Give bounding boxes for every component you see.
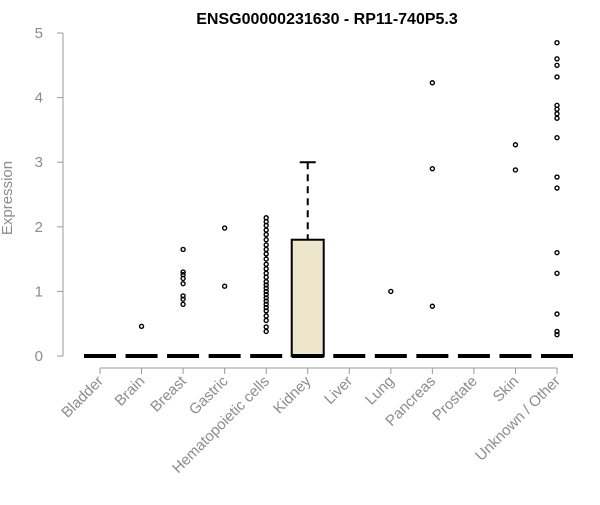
box-kidney <box>290 161 325 358</box>
outlier-point <box>263 251 269 257</box>
outlier-point <box>263 242 269 248</box>
outlier-point <box>263 256 269 262</box>
outlier-point <box>221 225 228 231</box>
outlier-point <box>554 249 560 256</box>
outlier-point <box>554 134 560 141</box>
outlier-point <box>554 74 560 80</box>
x-tick-label: Bladder <box>58 373 107 422</box>
outlier-point <box>263 285 269 291</box>
outlier-point <box>263 270 269 277</box>
chart-title: ENSG00000231630 - RP11-740P5.3 <box>196 11 458 28</box>
x-tick-label: Kidney <box>270 372 315 417</box>
x-tick-label: Liver <box>321 373 356 408</box>
outlier-point <box>263 282 269 288</box>
outlier-point <box>263 328 269 335</box>
y-tick-label: 4 <box>35 90 43 107</box>
outlier-point <box>263 308 269 314</box>
box-skin <box>499 142 532 358</box>
outlier-point <box>263 295 269 301</box>
outlier-point <box>388 288 394 295</box>
outlier-point <box>263 227 269 233</box>
boxes-layer <box>84 39 573 358</box>
outlier-point <box>554 331 560 338</box>
outlier-point <box>180 271 186 278</box>
outlier-point <box>263 298 269 304</box>
outlier-point <box>554 328 560 335</box>
outlier-point <box>554 62 560 69</box>
outlier-point <box>180 246 186 253</box>
box-breast <box>167 246 200 358</box>
outlier-point <box>512 167 519 173</box>
outlier-point <box>263 313 269 319</box>
y-axis-label: Expression <box>0 161 16 235</box>
outlier-point <box>263 261 269 267</box>
y-tick-label: 2 <box>35 219 43 236</box>
outlier-point <box>263 317 269 324</box>
outlier-point <box>180 301 186 308</box>
outlier-point <box>263 291 269 298</box>
outlier-point <box>180 293 186 299</box>
x-tick-label: Breast <box>147 372 190 415</box>
y-tick-label: 1 <box>35 283 43 300</box>
outlier-point <box>554 56 560 62</box>
outlier-point <box>429 80 436 86</box>
outlier-point <box>180 280 186 287</box>
outlier-point <box>554 111 560 117</box>
x-tick-label: Skin <box>490 373 523 406</box>
outlier-point <box>180 296 186 302</box>
outlier-point <box>554 185 560 191</box>
box-hematopoietic-cells <box>250 215 283 358</box>
outlier-point <box>554 270 560 277</box>
outlier-point <box>263 301 269 308</box>
y-tick-label: 5 <box>35 25 43 42</box>
outlier-point <box>429 303 436 309</box>
outlier-point <box>263 324 269 330</box>
box-brain <box>125 323 158 358</box>
x-tick-label: Prostate <box>429 373 481 425</box>
outlier-point <box>554 174 560 180</box>
outlier-point <box>429 165 436 172</box>
outlier-point <box>263 237 269 243</box>
outlier-point <box>554 102 560 109</box>
outlier-point <box>263 266 269 272</box>
outlier-point <box>263 288 269 295</box>
outlier-point <box>138 323 145 329</box>
y-axis: 0 1 2 3 4 5 <box>35 25 64 365</box>
box-pancreas <box>416 80 449 358</box>
outlier-point <box>512 142 519 148</box>
box-gastric <box>208 225 241 358</box>
outlier-point <box>263 304 269 311</box>
box-lung <box>374 288 407 358</box>
outlier-point <box>263 231 269 238</box>
outlier-point <box>263 279 269 285</box>
outlier-point <box>180 269 186 275</box>
y-tick-label: 0 <box>35 348 43 365</box>
outlier-point <box>554 115 560 121</box>
box-body <box>290 238 325 357</box>
x-tick-label: Lung <box>362 373 398 409</box>
box-unknown-other <box>541 39 573 358</box>
y-tick-label: 3 <box>35 154 43 171</box>
outlier-point <box>263 246 269 253</box>
outlier-point <box>221 283 228 289</box>
outlier-point <box>554 39 560 46</box>
outlier-point <box>263 215 269 221</box>
outlier-point <box>554 311 560 317</box>
x-tick-label: Brain <box>112 373 149 410</box>
